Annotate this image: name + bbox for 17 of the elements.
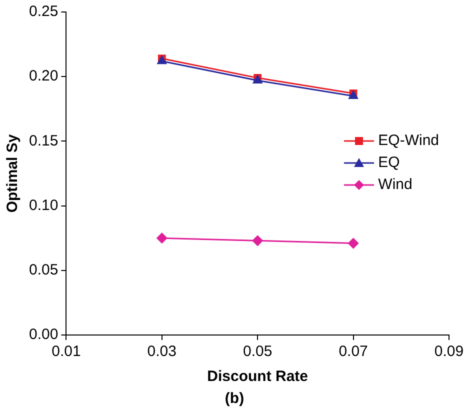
x-tick-label: 0.07 (338, 343, 368, 360)
x-tick-label: 0.05 (242, 343, 272, 360)
y-tick-label: 0.20 (28, 68, 58, 85)
legend-label: EQ (378, 153, 400, 173)
y-tick-label: 0.10 (28, 196, 58, 214)
x-tick-label: 0.01 (52, 343, 81, 360)
y-tick-label: 0.05 (28, 262, 58, 279)
text: (b) (224, 390, 246, 407)
x-axis-title: Discount Rate (207, 368, 308, 386)
y-tick-label: 0.00 (28, 326, 58, 344)
y-tick-label: 0.15 (28, 132, 58, 150)
x-tick-label: 0.03 (147, 343, 176, 360)
y-tick-label: 0.25 (28, 3, 58, 20)
legend-label: EQ-Wind (378, 131, 439, 151)
y-axis-title: Optimal Sy (4, 134, 22, 213)
legend-label: Wind (378, 175, 412, 195)
x-tick-label: 0.09 (434, 343, 464, 360)
